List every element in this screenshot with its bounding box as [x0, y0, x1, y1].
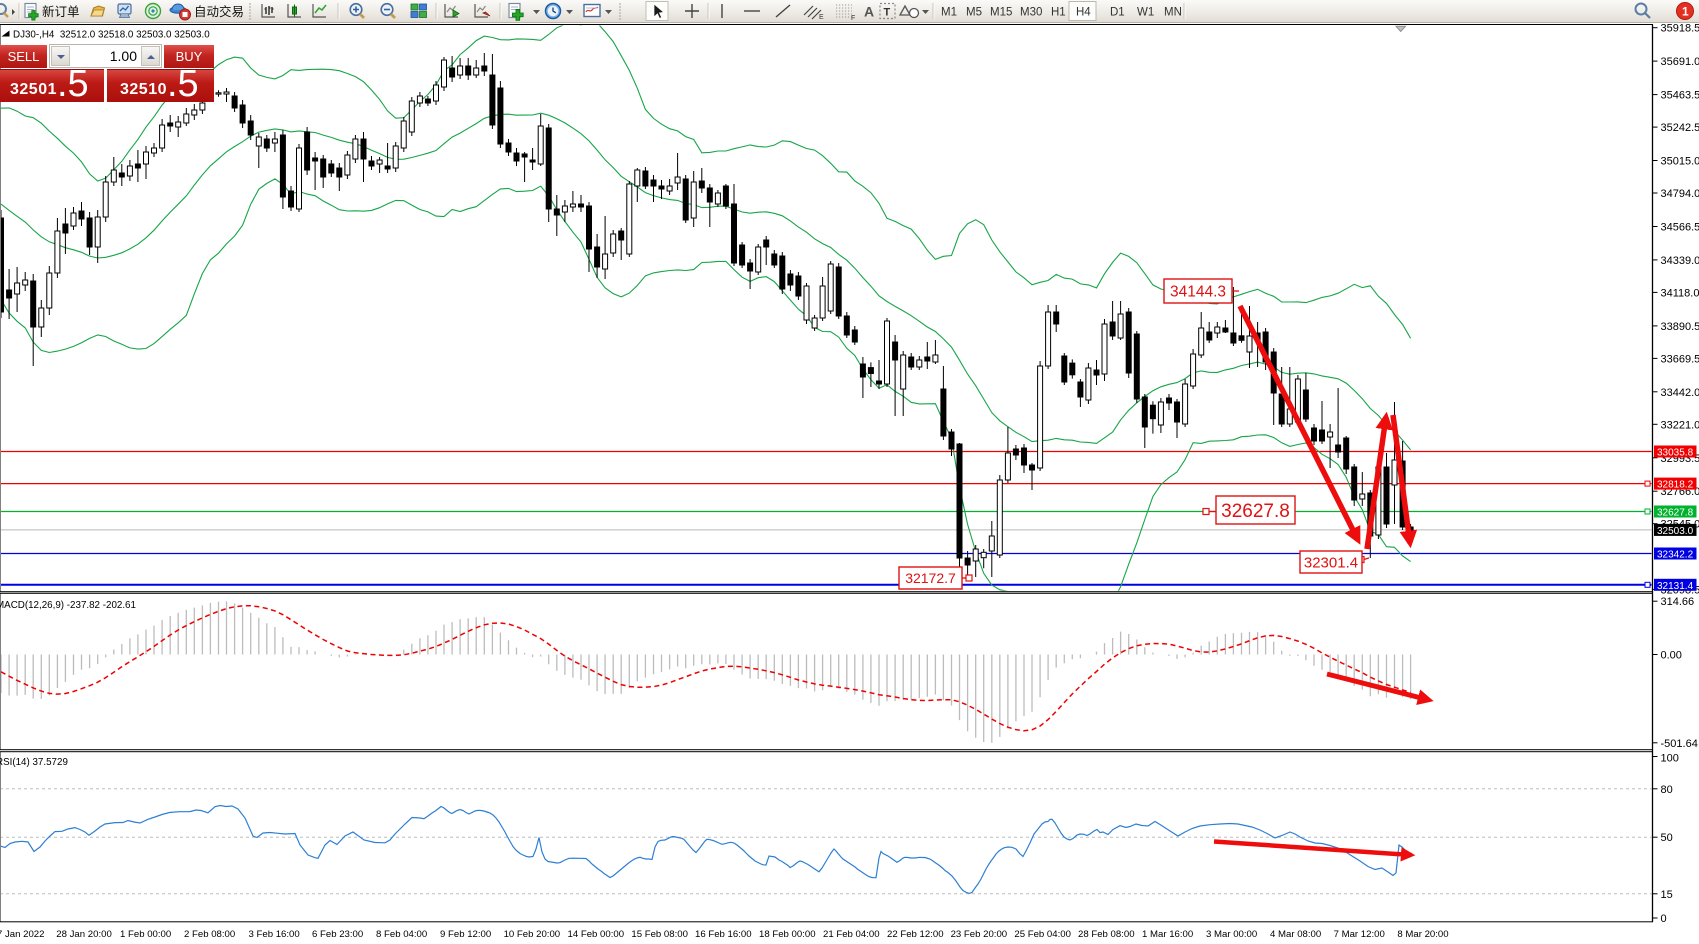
svg-text:35015.0: 35015.0 — [1661, 156, 1699, 168]
svg-text:16 Feb 16:00: 16 Feb 16:00 — [695, 929, 752, 940]
svg-text:F: F — [851, 15, 855, 22]
svg-text:25 Feb 04:00: 25 Feb 04:00 — [1014, 929, 1071, 940]
svg-text:T: T — [884, 7, 891, 19]
svg-text:H4: H4 — [1076, 7, 1091, 19]
svg-text:E: E — [819, 14, 824, 21]
svg-text:35918.5: 35918.5 — [1661, 23, 1699, 35]
svg-text:23 Feb 20:00: 23 Feb 20:00 — [951, 929, 1008, 940]
svg-text:M30: M30 — [1020, 7, 1042, 19]
svg-text:1: 1 — [1682, 5, 1689, 19]
svg-text:33035.8: 33035.8 — [1657, 448, 1694, 459]
svg-text:7 Jan 2022: 7 Jan 2022 — [0, 929, 44, 940]
svg-text:W1: W1 — [1137, 7, 1154, 19]
svg-text:9 Feb 12:00: 9 Feb 12:00 — [440, 929, 491, 940]
svg-text:33890.5: 33890.5 — [1661, 321, 1699, 333]
svg-text:34118.0: 34118.0 — [1661, 287, 1699, 299]
svg-text:32342.2: 32342.2 — [1657, 550, 1694, 561]
svg-text:1 Feb 00:00: 1 Feb 00:00 — [120, 929, 171, 940]
svg-text:-501.64: -501.64 — [1661, 738, 1698, 750]
svg-text:33442.0: 33442.0 — [1661, 387, 1699, 399]
svg-text:1 Mar 16:00: 1 Mar 16:00 — [1142, 929, 1193, 940]
svg-text:34144.3: 34144.3 — [1170, 284, 1226, 301]
svg-text:28 Feb 08:00: 28 Feb 08:00 — [1078, 929, 1135, 940]
svg-text:21 Feb 04:00: 21 Feb 04:00 — [823, 929, 880, 940]
svg-text:2 Feb 08:00: 2 Feb 08:00 — [184, 929, 235, 940]
svg-text:8 Feb 04:00: 8 Feb 04:00 — [376, 929, 427, 940]
svg-text:100: 100 — [1661, 753, 1679, 765]
svg-text:35242.5: 35242.5 — [1661, 122, 1699, 134]
svg-text:33221.0: 33221.0 — [1661, 419, 1699, 431]
svg-text:D1: D1 — [1110, 7, 1125, 19]
svg-text:MN: MN — [1164, 7, 1182, 19]
svg-text:H1: H1 — [1051, 7, 1066, 19]
svg-text:M1: M1 — [941, 7, 957, 19]
svg-text:M15: M15 — [990, 7, 1012, 19]
svg-text:3 Feb 16:00: 3 Feb 16:00 — [249, 929, 300, 940]
svg-text:32627.8: 32627.8 — [1221, 501, 1290, 522]
svg-text:32503.0: 32503.0 — [1657, 526, 1694, 537]
svg-text:自动交易: 自动交易 — [194, 4, 244, 19]
svg-text:0: 0 — [1661, 913, 1667, 925]
svg-text:3 Mar 00:00: 3 Mar 00:00 — [1206, 929, 1257, 940]
svg-text:0.00: 0.00 — [1661, 650, 1682, 662]
svg-text:MACD(12,26,9) -237.82 -202.61: MACD(12,26,9) -237.82 -202.61 — [0, 600, 136, 611]
svg-text:DJ30-,H4 32512.0 32518.0 3250: DJ30-,H4 32512.0 32518.0 32503.0 32503.0 — [13, 30, 210, 41]
svg-text:7 Mar 12:00: 7 Mar 12:00 — [1334, 929, 1385, 940]
svg-text:新订单: 新订单 — [42, 4, 80, 19]
svg-text:15: 15 — [1661, 889, 1673, 901]
svg-text:34794.0: 34794.0 — [1661, 188, 1699, 200]
svg-text:314.66: 314.66 — [1661, 596, 1695, 608]
svg-text:22 Feb 12:00: 22 Feb 12:00 — [887, 929, 944, 940]
svg-text:28 Jan 20:00: 28 Jan 20:00 — [56, 929, 111, 940]
svg-text:35691.0: 35691.0 — [1661, 56, 1699, 68]
svg-text:34566.5: 34566.5 — [1661, 222, 1699, 234]
svg-text:4 Mar 08:00: 4 Mar 08:00 — [1270, 929, 1321, 940]
svg-text:A: A — [864, 4, 874, 20]
svg-text:32172.7: 32172.7 — [905, 570, 956, 586]
svg-text:35463.5: 35463.5 — [1661, 90, 1699, 102]
svg-text:34339.0: 34339.0 — [1661, 255, 1699, 267]
svg-text:32627.8: 32627.8 — [1657, 508, 1694, 519]
svg-text:33669.5: 33669.5 — [1661, 353, 1699, 365]
svg-text:RSI(14) 37.5729: RSI(14) 37.5729 — [0, 757, 68, 768]
svg-text:10 Feb 20:00: 10 Feb 20:00 — [504, 929, 561, 940]
svg-text:M5: M5 — [966, 7, 982, 19]
svg-text:32301.4: 32301.4 — [1304, 554, 1358, 571]
svg-text:32818.2: 32818.2 — [1657, 480, 1694, 491]
svg-text:15 Feb 08:00: 15 Feb 08:00 — [631, 929, 688, 940]
svg-text:8 Mar 20:00: 8 Mar 20:00 — [1397, 929, 1448, 940]
svg-text:50: 50 — [1661, 832, 1673, 844]
svg-text:6 Feb 23:00: 6 Feb 23:00 — [312, 929, 363, 940]
svg-text:32131.4: 32131.4 — [1657, 581, 1694, 592]
svg-text:18 Feb 00:00: 18 Feb 00:00 — [759, 929, 816, 940]
svg-text:80: 80 — [1661, 784, 1673, 796]
svg-text:14 Feb 00:00: 14 Feb 00:00 — [568, 929, 625, 940]
